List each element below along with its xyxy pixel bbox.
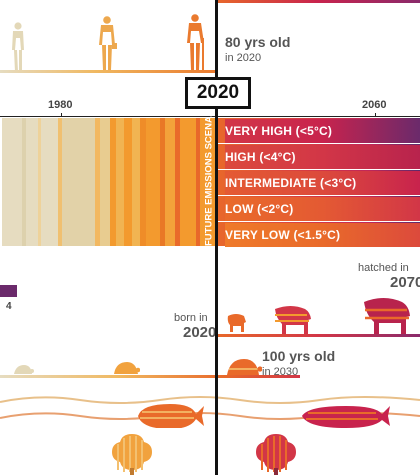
elephant-baseline [217, 334, 420, 337]
elephant-icon-calf [227, 314, 246, 332]
warming-stripes-history [0, 118, 215, 246]
current-year-box: 2020 [185, 77, 251, 109]
whale-icon-adult [302, 406, 390, 428]
current-year-line [215, 0, 218, 475]
scenario-sep-1 [217, 143, 420, 144]
year-axis: 1980 2060 [0, 76, 420, 118]
scenario-low: LOW (<2°C) [225, 197, 420, 221]
elephant-icon-adult [364, 298, 410, 335]
scenario-sep-4 [217, 221, 420, 222]
legend-tick-label: 4 [6, 301, 12, 312]
people-row: 80 yrs old in 2020 [0, 0, 420, 80]
tick-1980 [61, 113, 62, 117]
tortoise-baseline [0, 375, 300, 378]
whale-icon-young [138, 404, 204, 428]
tortoise-year-label: in 2030 [262, 366, 299, 378]
scenario-intermediate: INTERMEDIATE (<3°C) [225, 171, 420, 195]
scenario-very-low: VERY LOW (<1.5°C) [225, 223, 420, 247]
tortoise-icon-large [227, 359, 262, 375]
tortoise-icon-small [14, 365, 34, 374]
scenario-label-very-low: VERY LOW (<1.5°C) [225, 228, 341, 242]
person-year-label: in 2020 [225, 52, 262, 64]
scenario-high: HIGH (<4°C) [225, 145, 420, 169]
legend-color-swatch [0, 285, 17, 297]
hatched-label: hatched in [358, 262, 409, 274]
people-baseline [0, 70, 215, 73]
top-gradient-bar [215, 0, 420, 3]
scenarios-vertical-label: FUTURE EMISSIONS SCENARIOS [203, 92, 215, 246]
tick-2060-label: 2060 [362, 99, 387, 111]
scenario-label-low: LOW (<2°C) [225, 202, 294, 216]
person-icon-young [12, 22, 24, 72]
scenario-sep-3 [217, 195, 420, 196]
tortoise-age-label: 100 yrs old [262, 348, 336, 364]
scenario-label-very-high: VERY HIGH (<5°C) [225, 124, 333, 138]
current-year-label: 2020 [196, 82, 240, 103]
scenario-very-high: VERY HIGH (<5°C) [225, 119, 420, 143]
person-icon-elderly [187, 14, 204, 70]
person-age-label: 80 yrs old [225, 34, 291, 50]
axis-line [0, 116, 420, 117]
tree-icon-future [256, 434, 296, 475]
tree-icon-past [112, 434, 152, 475]
person-icon-adult [99, 16, 117, 70]
hatched-year: 2070 [390, 274, 420, 291]
scenario-label-high: HIGH (<4°C) [225, 150, 296, 164]
elephant-icon-young [275, 306, 311, 334]
scenario-sep-2 [217, 169, 420, 170]
scenario-divider-left [200, 118, 217, 246]
scenario-label-intermediate: INTERMEDIATE (<3°C) [225, 176, 357, 190]
born-label: born in [174, 312, 208, 324]
born-year: 2020 [183, 324, 217, 341]
tick-2060 [375, 113, 376, 117]
tick-1980-label: 1980 [48, 99, 73, 111]
tortoise-icon-medium [114, 362, 140, 374]
